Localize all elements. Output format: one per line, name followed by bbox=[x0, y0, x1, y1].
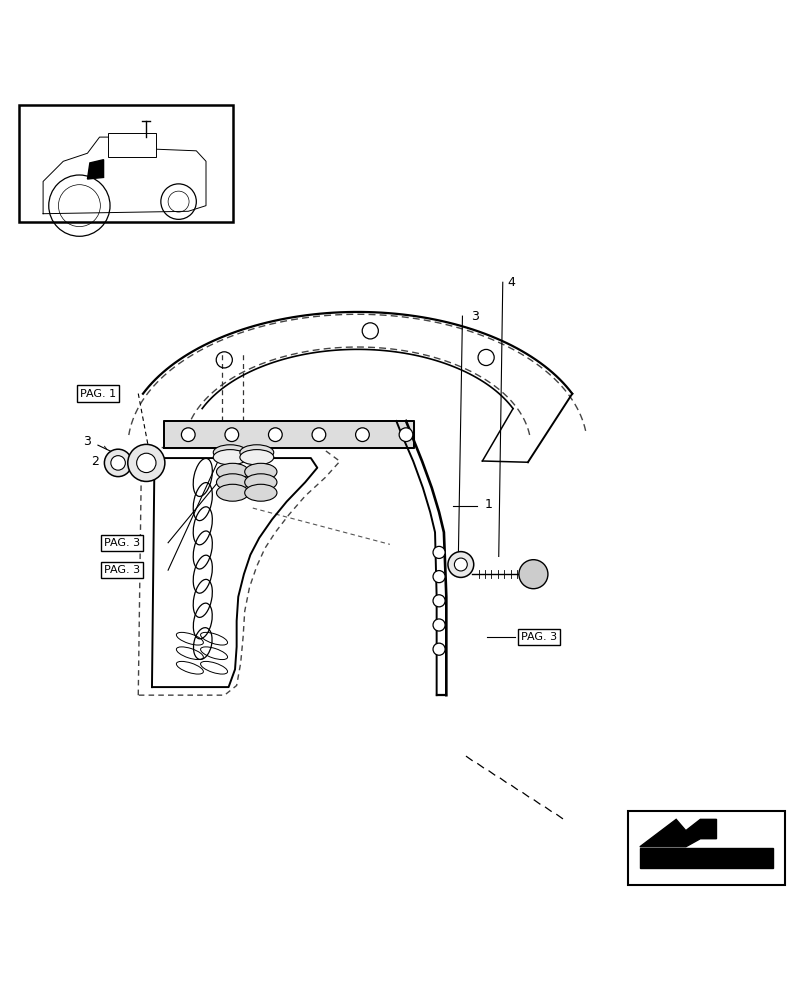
Text: PAG. 3: PAG. 3 bbox=[104, 565, 140, 575]
Ellipse shape bbox=[244, 484, 277, 501]
Ellipse shape bbox=[244, 463, 277, 480]
Circle shape bbox=[432, 619, 444, 631]
Polygon shape bbox=[639, 819, 715, 847]
Text: 3: 3 bbox=[84, 435, 92, 448]
Circle shape bbox=[432, 643, 444, 655]
Bar bbox=[639, 848, 772, 868]
Circle shape bbox=[448, 552, 473, 577]
Circle shape bbox=[518, 560, 547, 589]
Circle shape bbox=[105, 449, 131, 477]
Ellipse shape bbox=[217, 463, 248, 480]
Circle shape bbox=[268, 428, 282, 442]
Circle shape bbox=[432, 546, 444, 558]
Circle shape bbox=[454, 558, 466, 571]
Bar bbox=[19, 105, 232, 222]
Circle shape bbox=[136, 453, 156, 473]
Polygon shape bbox=[88, 160, 104, 179]
Text: PAG. 1: PAG. 1 bbox=[79, 389, 116, 399]
Circle shape bbox=[355, 428, 369, 442]
Text: 3: 3 bbox=[470, 310, 478, 323]
Text: PAG. 3: PAG. 3 bbox=[104, 538, 140, 548]
Circle shape bbox=[127, 444, 165, 481]
Circle shape bbox=[399, 428, 412, 442]
Ellipse shape bbox=[239, 450, 273, 465]
Ellipse shape bbox=[239, 445, 273, 460]
Text: 2: 2 bbox=[92, 455, 99, 468]
Polygon shape bbox=[164, 421, 414, 448]
Bar bbox=[108, 133, 156, 157]
Circle shape bbox=[432, 571, 444, 583]
Text: 4: 4 bbox=[506, 276, 514, 289]
Circle shape bbox=[181, 428, 195, 442]
Circle shape bbox=[111, 456, 125, 470]
Ellipse shape bbox=[213, 445, 247, 460]
Text: 1: 1 bbox=[484, 498, 492, 511]
Ellipse shape bbox=[213, 450, 247, 465]
Text: PAG. 3: PAG. 3 bbox=[521, 632, 556, 642]
Bar bbox=[627, 811, 784, 885]
Ellipse shape bbox=[217, 484, 248, 501]
Circle shape bbox=[225, 428, 238, 442]
Ellipse shape bbox=[217, 474, 248, 491]
Circle shape bbox=[432, 595, 444, 607]
Ellipse shape bbox=[244, 474, 277, 491]
Circle shape bbox=[311, 428, 325, 442]
